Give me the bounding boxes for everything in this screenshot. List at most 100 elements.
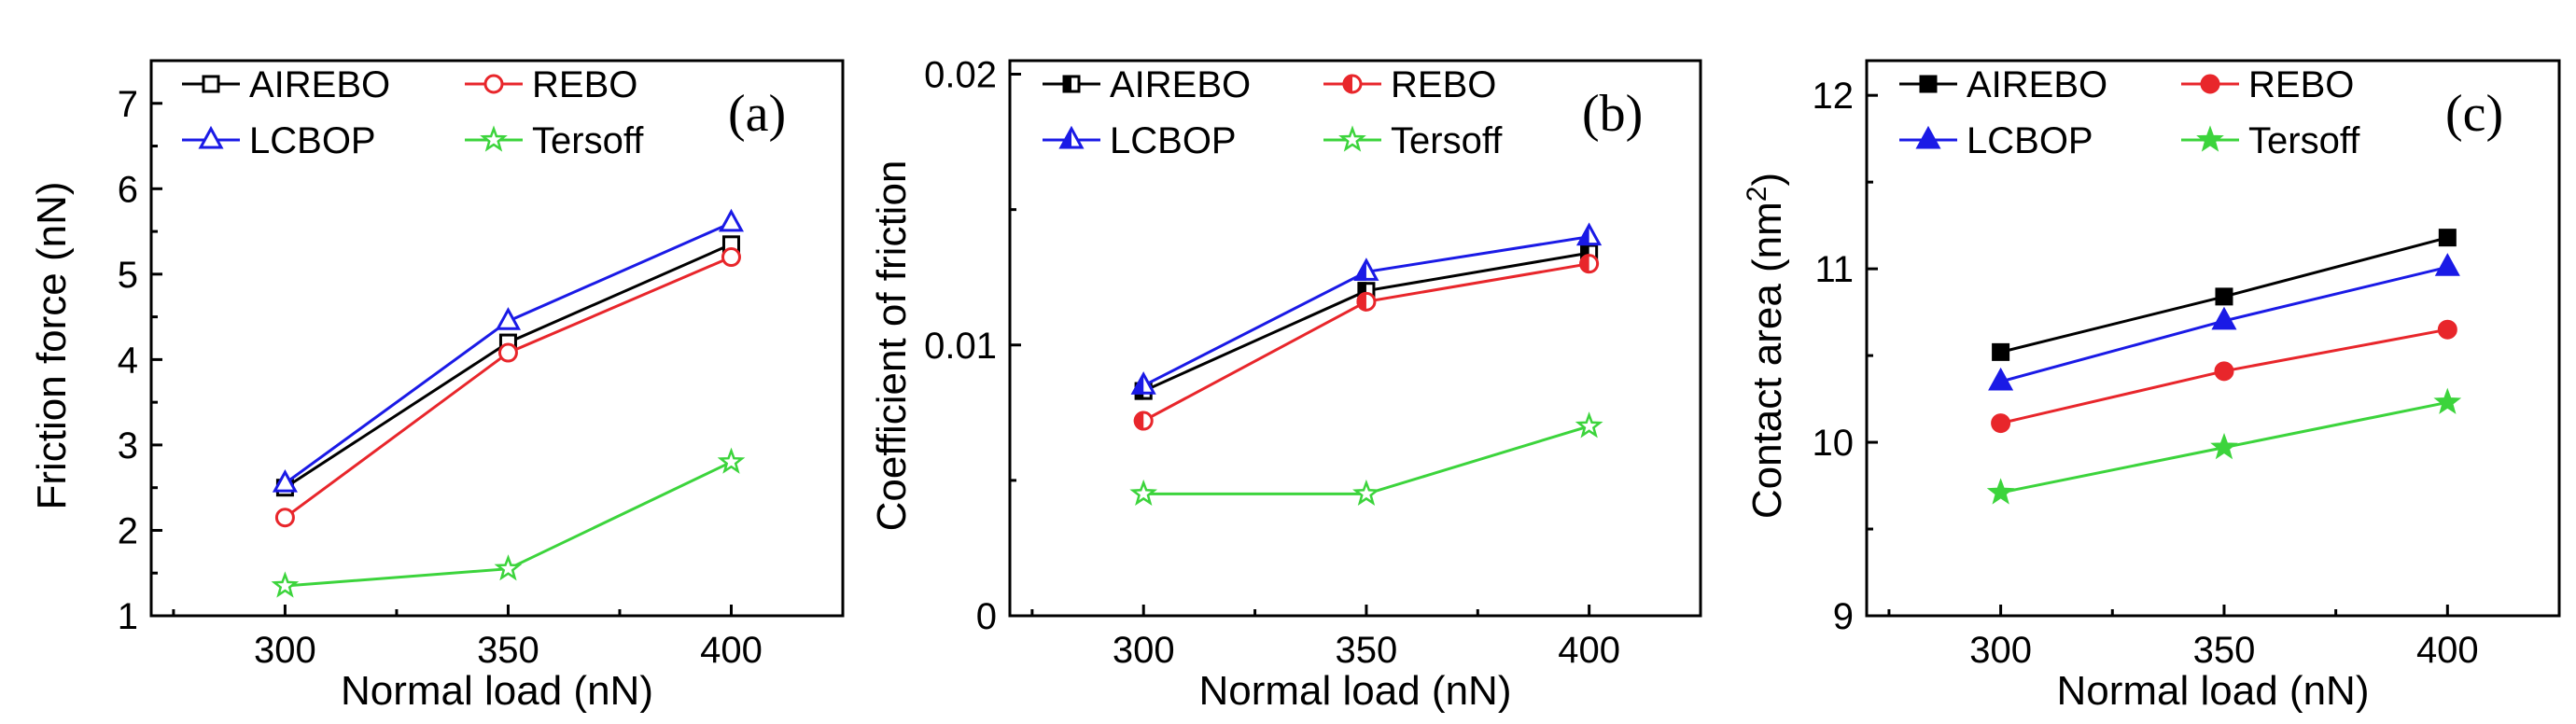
x-axis-title: Normal load (nN): [341, 668, 653, 714]
data-point-airebo-half-fill: [1580, 244, 1589, 262]
legend-marker-tersoff: [1338, 125, 1366, 152]
legend-marker-airebo-half-fill: [1062, 75, 1071, 93]
legend-label-tersoff: Tersoff: [532, 120, 644, 161]
data-point-rebo-half-fill: [1579, 254, 1589, 274]
legend-label-lcbop: LCBOP: [249, 120, 376, 161]
x-tick-label: 300: [254, 630, 316, 671]
plot-frame: [149, 59, 845, 618]
y-tick-label: 1: [118, 596, 138, 637]
legend-label-lcbop: LCBOP: [1967, 120, 2093, 161]
data-point-lcbop: [272, 469, 298, 493]
data-point-rebo-half-fill: [1356, 291, 1366, 312]
data-point-tersoff: [1575, 411, 1603, 439]
y-tick-label: 11: [1814, 249, 1854, 290]
data-point-lcbop-half-fill: [1576, 222, 1589, 246]
x-tick-label: 400: [700, 630, 763, 671]
x-tick-label: 350: [2193, 630, 2256, 671]
y-tick-label: 0: [976, 596, 997, 637]
legend-marker-rebo-half-fill: [1342, 74, 1352, 94]
y-tick-label: 7: [118, 84, 138, 125]
data-point-airebo-half-fill: [1357, 282, 1366, 300]
y-tick-label: 2: [118, 510, 138, 551]
data-point-lcbop: [495, 307, 521, 330]
data-point-rebo: [721, 247, 741, 268]
data-point-tersoff: [1129, 479, 1158, 507]
y-axis-title: Coefficient of friction: [869, 160, 915, 532]
data-point-rebo: [2437, 319, 2457, 340]
x-axis-title: Normal load (nN): [2057, 668, 2370, 714]
data-point-tersoff: [1352, 479, 1380, 507]
legend-label-rebo: REBO: [532, 64, 637, 105]
x-tick-label: 350: [477, 630, 539, 671]
legend-label-airebo: AIREBO: [1110, 64, 1251, 105]
panel-label: (c): [2445, 85, 2503, 143]
y-tick-label: 3: [118, 425, 138, 466]
legend-label-airebo: AIREBO: [1967, 64, 2107, 105]
x-tick-label: 300: [1969, 630, 2032, 671]
data-point-rebo-half-fill: [1133, 411, 1144, 431]
y-axis-title: Friction force (nN): [29, 181, 75, 509]
series-line-airebo: [284, 243, 733, 489]
data-point-tersoff: [494, 554, 523, 581]
y-tick-label: 5: [118, 255, 138, 296]
x-axis-title: Normal load (nN): [1199, 668, 1512, 714]
y-tick-label: 10: [1813, 423, 1855, 464]
x-tick-label: 400: [1558, 630, 1620, 671]
y-tick-label: 9: [1833, 596, 1854, 637]
y-axis-title-suffix: ): [1744, 173, 1790, 187]
legend-marker-lcbop-half-fill: [1058, 125, 1071, 149]
x-tick-label: 350: [1336, 630, 1398, 671]
legend-marker-lcbop: [198, 125, 224, 149]
data-point-airebo: [2215, 287, 2233, 306]
legend-marker-lcbop: [1915, 125, 1941, 149]
legend-label-rebo: REBO: [2248, 64, 2354, 105]
legend-marker-rebo: [2200, 74, 2220, 94]
data-point-tersoff: [717, 447, 746, 474]
y-tick-label: 6: [118, 169, 138, 210]
y-tick-label: 0.02: [924, 55, 997, 96]
series-line-rebo: [284, 256, 733, 519]
data-point-rebo: [274, 508, 295, 528]
plot-frame: [1008, 59, 1702, 618]
data-point-airebo: [2438, 229, 2457, 247]
legend-label-tersoff: Tersoff: [2248, 120, 2360, 161]
legend-marker-tersoff: [2196, 125, 2224, 152]
data-point-lcbop: [1988, 367, 2014, 391]
data-point-rebo: [497, 342, 518, 363]
data-point-lcbop-half-fill: [1353, 258, 1366, 281]
data-point-tersoff: [271, 571, 300, 598]
panel-label: (b): [1582, 85, 1643, 143]
data-point-lcbop-half-fill: [1130, 371, 1144, 395]
legend-marker-airebo: [202, 75, 220, 93]
data-point-airebo: [1992, 342, 2010, 361]
plot-frame: [1865, 59, 2561, 618]
data-point-lcbop: [2434, 253, 2460, 276]
data-point-tersoff: [1986, 478, 2015, 505]
data-point-rebo: [2214, 361, 2234, 382]
y-axis-title-superscript: 2: [1742, 187, 1772, 202]
data-point-tersoff: [2433, 387, 2462, 414]
legend-label-airebo: AIREBO: [249, 64, 390, 105]
legend-label-tersoff: Tersoff: [1391, 120, 1503, 161]
panel-2: 300 350 400 0 0.01 0.02 Normal load (nN) Coeffi…: [869, 55, 1702, 714]
legend-label-lcbop: LCBOP: [1110, 120, 1237, 161]
legend-label-rebo: REBO: [1391, 64, 1496, 105]
y-axis-title: Contact area (nm2): [1742, 173, 1791, 519]
y-tick-label: 0.01: [924, 326, 997, 367]
panel-1: 300 350 400 1 2 3 4 5 6 7 Normal load (nN) Friction…: [29, 59, 845, 714]
data-point-tersoff: [2210, 432, 2238, 460]
data-point-lcbop: [2211, 306, 2237, 330]
legend-marker-tersoff: [480, 125, 508, 152]
x-tick-label: 300: [1113, 630, 1175, 671]
data-point-lcbop: [718, 208, 745, 232]
y-tick-label: 4: [118, 340, 138, 381]
panel-3: 300 350 400 9 10 11 12 Normal load (nN) Contact …: [1742, 59, 2561, 714]
legend-marker-airebo: [1919, 75, 1938, 93]
y-tick-label: 12: [1813, 76, 1855, 117]
panel-label: (a): [728, 85, 786, 143]
data-point-rebo: [1991, 413, 2011, 434]
x-tick-label: 400: [2416, 630, 2479, 671]
legend-marker-rebo: [483, 74, 504, 94]
